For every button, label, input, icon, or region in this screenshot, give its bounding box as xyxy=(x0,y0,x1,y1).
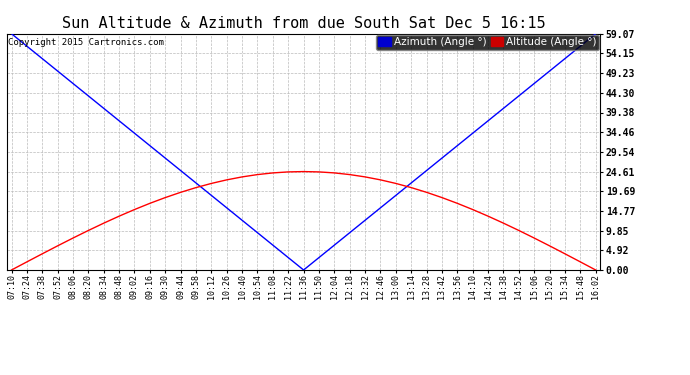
Title: Sun Altitude & Azimuth from due South Sat Dec 5 16:15: Sun Altitude & Azimuth from due South Sa… xyxy=(62,16,545,31)
Text: Copyright 2015 Cartronics.com: Copyright 2015 Cartronics.com xyxy=(8,39,164,48)
Legend: Azimuth (Angle °), Altitude (Angle °): Azimuth (Angle °), Altitude (Angle °) xyxy=(375,35,599,50)
